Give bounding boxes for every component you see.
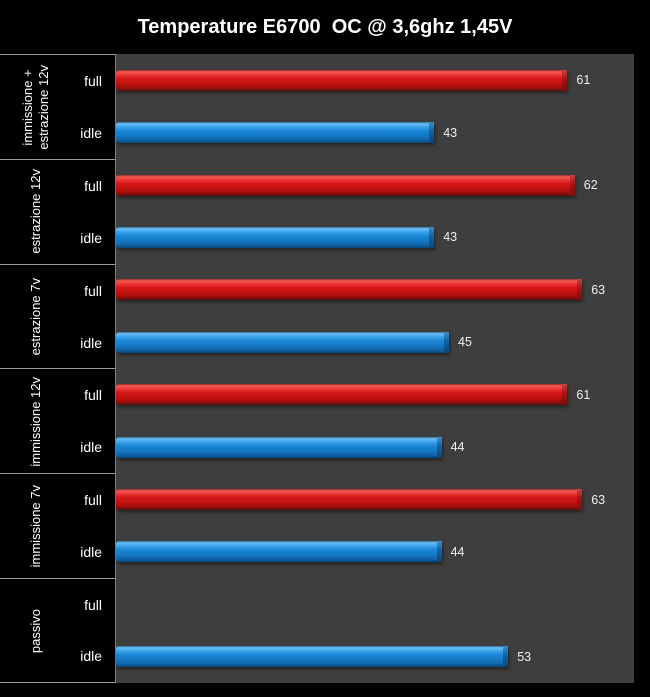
full-bar	[116, 489, 583, 511]
series-row-labels: full idle	[54, 369, 115, 473]
category-label-cell: estrazione 12v full idle	[0, 158, 116, 264]
series-row-labels: full idle	[54, 55, 115, 159]
category-label-cell: estrazione 7v full idle	[0, 263, 116, 369]
bar-row-full: 62	[116, 159, 634, 211]
bar-value-label: 45	[458, 335, 472, 350]
bar-value-label: 63	[591, 282, 606, 297]
bar-row-idle: 44	[116, 421, 634, 473]
series-label-full: full	[84, 387, 102, 404]
series-row-labels: full idle	[54, 579, 115, 682]
full-bar	[116, 69, 568, 91]
idle-bar	[116, 331, 449, 353]
bar-value-label: 61	[576, 387, 591, 402]
category-name-text: estrazione 12v	[28, 169, 43, 255]
series-label-full: full	[84, 177, 102, 194]
bar-row-full: 61	[116, 54, 634, 106]
bar-row-idle: 43	[116, 106, 634, 158]
bar-value-label: 63	[591, 492, 606, 507]
plot-area: 61 44	[116, 368, 634, 474]
series-label-idle: idle	[80, 648, 102, 665]
series-label-idle: idle	[80, 124, 102, 141]
category-row: immissione 12v full idle 61 44	[0, 368, 634, 474]
bar-value-label: 43	[443, 125, 458, 140]
bar-row-full: 61	[116, 368, 634, 420]
bar-row-idle: 43	[116, 211, 634, 263]
category-name: passivo	[0, 579, 72, 682]
bar-row-idle: 45	[116, 316, 634, 368]
series-row-labels: full idle	[54, 160, 115, 264]
series-label-full: full	[84, 282, 102, 299]
category-name-text: estrazione 7v	[28, 277, 43, 356]
plot-area: 61 43	[116, 54, 634, 159]
series-label-full: full	[84, 596, 102, 613]
category-name-text: immissione 12v	[28, 376, 43, 467]
category-name-text: passivo	[28, 608, 43, 653]
series-row-labels: full idle	[54, 265, 115, 369]
bar-value-label: 61	[576, 73, 591, 88]
plot-area: 63 44	[116, 473, 634, 579]
category-name: estrazione 12v	[0, 160, 72, 264]
bar-value-label: 44	[450, 440, 465, 455]
idle-bar	[116, 122, 435, 144]
bar-row-full	[116, 578, 634, 630]
bar-row-full: 63	[116, 264, 634, 316]
idle-bar	[116, 541, 442, 563]
bar-value-label: 44	[450, 544, 465, 559]
category-name: immissione + estrazione 12v	[0, 55, 72, 159]
bar-row-idle: 44	[116, 526, 634, 578]
idle-bar	[116, 646, 509, 668]
bar-row-idle: 53	[116, 631, 634, 683]
category-label-cell: immissione + estrazione 12v full idle	[0, 54, 116, 159]
category-name: immissione 7v	[0, 474, 72, 578]
full-bar	[116, 279, 583, 301]
category-label-cell: passivo full idle	[0, 578, 116, 683]
plot-area: 63 45	[116, 263, 634, 369]
bar-row-full: 63	[116, 473, 634, 525]
bar-chart: immissione + estrazione 12v full idle 61 43 e…	[0, 54, 634, 683]
series-label-idle: idle	[80, 334, 102, 351]
series-label-idle: idle	[80, 229, 102, 246]
category-row: estrazione 7v full idle 63 45	[0, 263, 634, 369]
series-label-idle: idle	[80, 439, 102, 456]
series-label-full: full	[84, 72, 102, 89]
plot-area: 53	[116, 578, 634, 683]
category-name-text: immissione 7v	[28, 485, 43, 568]
category-label-cell: immissione 7v full idle	[0, 473, 116, 579]
full-bar	[116, 174, 575, 196]
chart-title: Temperature E6700 OC @ 3,6ghz 1,45V	[137, 15, 513, 38]
series-row-labels: full idle	[54, 474, 115, 578]
category-name: estrazione 7v	[0, 265, 72, 369]
category-name: immissione 12v	[0, 369, 72, 473]
category-name-text: immissione + estrazione 12v	[20, 64, 51, 150]
full-bar	[116, 384, 568, 406]
bar-value-label: 62	[583, 178, 598, 193]
category-row: passivo full idle 53	[0, 578, 634, 683]
series-label-full: full	[84, 492, 102, 509]
idle-bar	[116, 436, 442, 458]
category-row: immissione 7v full idle 63 44	[0, 473, 634, 579]
bar-value-label: 53	[517, 649, 532, 664]
series-label-idle: idle	[80, 544, 102, 561]
idle-bar	[116, 226, 435, 248]
bar-value-label: 43	[443, 230, 458, 245]
category-label-cell: immissione 12v full idle	[0, 368, 116, 474]
category-row: estrazione 12v full idle 62 43	[0, 158, 634, 264]
category-row: immissione + estrazione 12v full idle 61 43	[0, 54, 634, 159]
plot-area: 62 43	[116, 158, 634, 264]
